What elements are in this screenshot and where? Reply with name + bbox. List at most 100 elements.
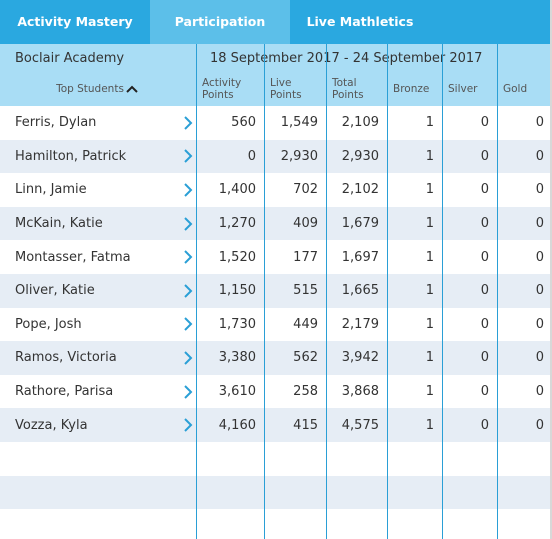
table-cell: 4,160	[218, 417, 256, 433]
row-arrow[interactable]	[183, 384, 193, 399]
row-arrow[interactable]	[183, 418, 193, 432]
student-row[interactable]: Oliver, Katie 1,150 515 1,665 1 0 0	[0, 274, 550, 308]
column-header: Top Students	[56, 83, 124, 95]
row-arrow[interactable]	[183, 149, 193, 164]
row-arrow[interactable]	[183, 183, 193, 197]
table-cell: 2,930	[341, 148, 379, 164]
table-cell: 702	[293, 182, 318, 198]
row-arrow[interactable]	[183, 116, 193, 130]
column-header-cell: Silver	[448, 72, 497, 106]
empty-row	[0, 442, 550, 476]
row-arrow[interactable]	[183, 317, 193, 332]
student-name: Pope, Josh	[15, 316, 82, 332]
table-cell: 1,270	[218, 216, 256, 232]
row-arrow[interactable]	[183, 351, 193, 365]
column-divider	[196, 44, 197, 539]
empty-row	[0, 475, 550, 510]
table-cell: 1	[425, 216, 434, 232]
row-arrow[interactable]	[183, 250, 193, 264]
table-cell: 0	[480, 249, 489, 265]
tab[interactable]: Participation	[150, 0, 290, 44]
tab[interactable]: Live Mathletics	[306, 14, 414, 29]
table-cell: 0	[480, 283, 489, 299]
table-cell: 562	[293, 350, 318, 366]
column-header: Total Points	[332, 77, 364, 101]
table-cell: 0	[480, 350, 489, 366]
student-row[interactable]: Montasser, Fatma 1,520 177 1,697 1 0 0	[0, 240, 550, 274]
column-header: Live Points	[270, 77, 302, 101]
table-cell: 258	[293, 384, 318, 400]
student-row[interactable]: Pope, Josh 1,730 449 2,179 1 0 0	[0, 308, 550, 342]
column-header-cell: Gold	[503, 72, 550, 106]
table-cell: 1	[425, 384, 434, 400]
empty-row	[0, 509, 550, 539]
tab-bar: Activity Mastery Participation Live Mathle…	[0, 0, 550, 44]
table-cell: 0	[480, 316, 489, 332]
table-cell: 1,679	[341, 216, 379, 232]
student-row[interactable]: McKain, Katie 1,270 409 1,679 1 0 0	[0, 206, 550, 241]
table-cell: 2,930	[280, 148, 318, 164]
table-cell: 515	[293, 283, 318, 299]
table-cell: 1	[425, 148, 434, 164]
table-cell: 560	[231, 115, 256, 131]
table-cell: 409	[293, 216, 318, 232]
table-cell: 1,730	[218, 316, 256, 332]
school-header: Boclair Academy 18 September 2017 - 24 S…	[0, 44, 550, 72]
table-cell: 1	[425, 283, 434, 299]
table-cell: 1	[425, 249, 434, 265]
student-row[interactable]: Hamilton, Patrick 0 2,930 2,930 1 0 0	[0, 139, 550, 174]
row-arrow[interactable]	[183, 216, 193, 231]
column-divider	[387, 44, 388, 539]
table-cell: 1,400	[218, 182, 256, 198]
student-row[interactable]: Ferris, Dylan 560 1,549 2,109 1 0 0	[0, 106, 550, 140]
table-cell: 0	[535, 384, 544, 400]
table-cell: 0	[535, 249, 544, 265]
table-cell: 0	[480, 182, 489, 198]
table-cell: 0	[535, 115, 544, 131]
table-cell: 1	[425, 182, 434, 198]
date-range: 18 September 2017 - 24 September 2017	[210, 50, 483, 66]
school-name: Boclair Academy	[15, 50, 125, 66]
table-cell: 0	[535, 417, 544, 433]
column-header-cell: Activity Points	[202, 72, 264, 106]
column-header: Gold	[503, 83, 528, 95]
table-cell: 0	[480, 417, 489, 433]
table-cell: 1	[425, 350, 434, 366]
table-cell: 0	[535, 216, 544, 232]
table-cell: 2,109	[341, 115, 379, 131]
table-cell: 1,697	[341, 249, 379, 265]
sort-header[interactable]: Top Students	[0, 72, 196, 106]
table-cell: 1,665	[341, 283, 379, 299]
table-cell: 2,102	[341, 182, 379, 198]
column-header-cell: Bronze	[393, 72, 442, 106]
table-cell: 0	[480, 216, 489, 232]
student-row[interactable]: Ramos, Victoria 3,380 562 3,942 1 0 0	[0, 341, 550, 375]
column-header: Activity Points	[202, 77, 242, 101]
table-cell: 177	[293, 249, 318, 265]
student-row[interactable]: Linn, Jamie 1,400 702 2,102 1 0 0	[0, 173, 550, 207]
row-arrow[interactable]	[183, 284, 193, 298]
table-cell: 1,549	[280, 115, 318, 131]
column-headers: Top Students Activity Points Live Points To…	[0, 72, 550, 106]
table-cell: 3,380	[218, 350, 256, 366]
table-cell: 0	[535, 182, 544, 198]
table-cell: 0	[247, 148, 256, 164]
student-name: Montasser, Fatma	[15, 249, 131, 265]
student-name: McKain, Katie	[15, 216, 103, 232]
table-cell: 3,868	[341, 384, 379, 400]
student-name: Rathore, Parisa	[15, 384, 114, 400]
table-cell: 0	[480, 384, 489, 400]
table-cell: 0	[535, 350, 544, 366]
table-cell: 4,575	[341, 417, 379, 433]
table-cell: 415	[293, 417, 318, 433]
student-name: Ramos, Victoria	[15, 350, 117, 366]
student-row[interactable]: Vozza, Kyla 4,160 415 4,575 1 0 0	[0, 408, 550, 442]
table-cell: 3,610	[218, 384, 256, 400]
table-cell: 1,150	[218, 283, 256, 299]
student-row[interactable]: Rathore, Parisa 3,610 258 3,868 1 0 0	[0, 375, 550, 409]
column-header: Bronze	[393, 83, 430, 95]
student-name: Ferris, Dylan	[15, 115, 97, 131]
table-cell: 2,179	[341, 316, 379, 332]
tab[interactable]: Activity Mastery	[17, 14, 133, 29]
